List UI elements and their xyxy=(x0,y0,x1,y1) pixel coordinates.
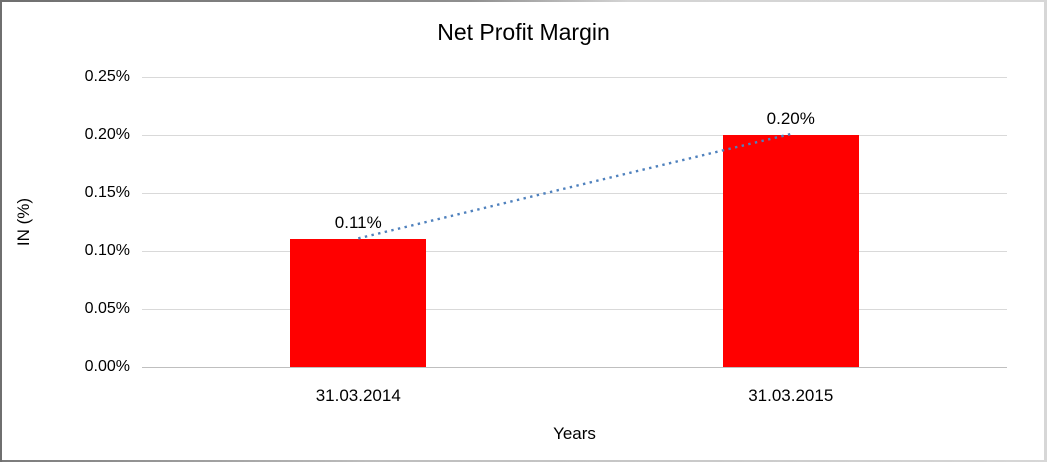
y-tick-label: 0.00% xyxy=(84,358,130,375)
y-tick-label: 0.05% xyxy=(84,300,130,317)
data-label: 0.20% xyxy=(766,109,815,128)
data-label: 0.11% xyxy=(334,213,382,233)
x-tick-label: 31.03.2014 xyxy=(315,386,401,405)
frame-border-left xyxy=(0,0,2,462)
x-axis-title: Years xyxy=(553,424,596,443)
bar-31.03.2014 xyxy=(290,239,427,367)
gridline xyxy=(142,76,1007,78)
bar-31.03.2015 xyxy=(722,135,859,367)
chart-title: Net Profit Margin xyxy=(437,19,610,45)
y-tick-label: 0.20% xyxy=(84,126,130,143)
y-tick-label: 0.15% xyxy=(84,184,130,201)
y-axis-title-text: IN (%) xyxy=(14,197,33,247)
gridline xyxy=(142,192,1007,194)
gridline xyxy=(142,366,1007,368)
y-tick-label: 0.25% xyxy=(84,68,130,85)
gridline xyxy=(142,134,1007,136)
plot-area xyxy=(142,76,1007,368)
x-tick-label: 31.03.2015 xyxy=(748,386,834,405)
y-tick-label: 0.10% xyxy=(84,242,130,259)
frame-border-right xyxy=(1044,0,1047,462)
gridline xyxy=(142,250,1007,252)
gridline xyxy=(142,308,1007,310)
frame-border-top xyxy=(0,0,1047,2)
frame-border-bottom xyxy=(0,460,1047,462)
